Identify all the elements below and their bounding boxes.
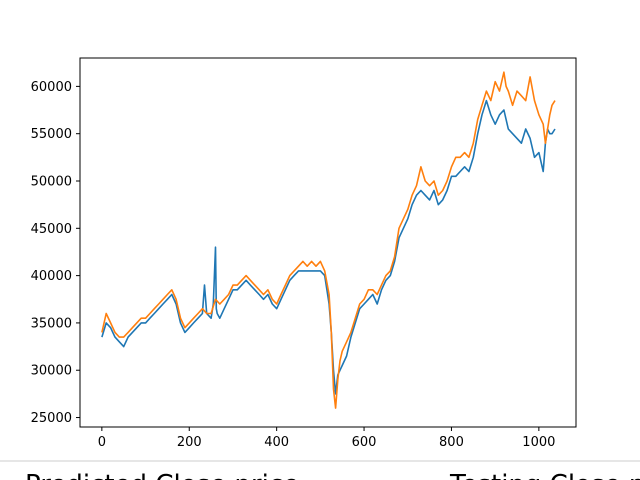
x-tick-label: 0 xyxy=(98,435,106,450)
y-tick-label: 40000 xyxy=(31,269,72,284)
x-tick-label: 600 xyxy=(352,435,377,450)
y-tick-label: 60000 xyxy=(31,80,72,95)
series-layer xyxy=(101,71,556,409)
x-tick-label: 400 xyxy=(264,435,289,450)
legend-label-0: Predicted Close price xyxy=(25,470,299,480)
x-tick-label: 1000 xyxy=(522,435,555,450)
x-axis: 0 200 400 600 800 1000 xyxy=(98,427,555,450)
y-tick-label: 30000 xyxy=(31,364,72,379)
y-tick-label: 45000 xyxy=(31,222,72,237)
x-tick-label: 800 xyxy=(439,435,464,450)
series-line-1 xyxy=(101,71,556,409)
plot-frame xyxy=(79,57,577,428)
y-tick-label: 55000 xyxy=(31,127,72,142)
legend-label-1: Testing Close price xyxy=(449,470,640,480)
y-tick-label: 35000 xyxy=(31,316,72,331)
x-tick-label: 200 xyxy=(177,435,202,450)
y-tick-label: 25000 xyxy=(31,411,72,426)
y-axis: 25000 30000 35000 40000 45000 50000 55000 60000 xyxy=(31,80,80,426)
y-tick-label: 50000 xyxy=(31,175,72,190)
legend: Predicted Close price Testing Close price xyxy=(25,470,640,480)
